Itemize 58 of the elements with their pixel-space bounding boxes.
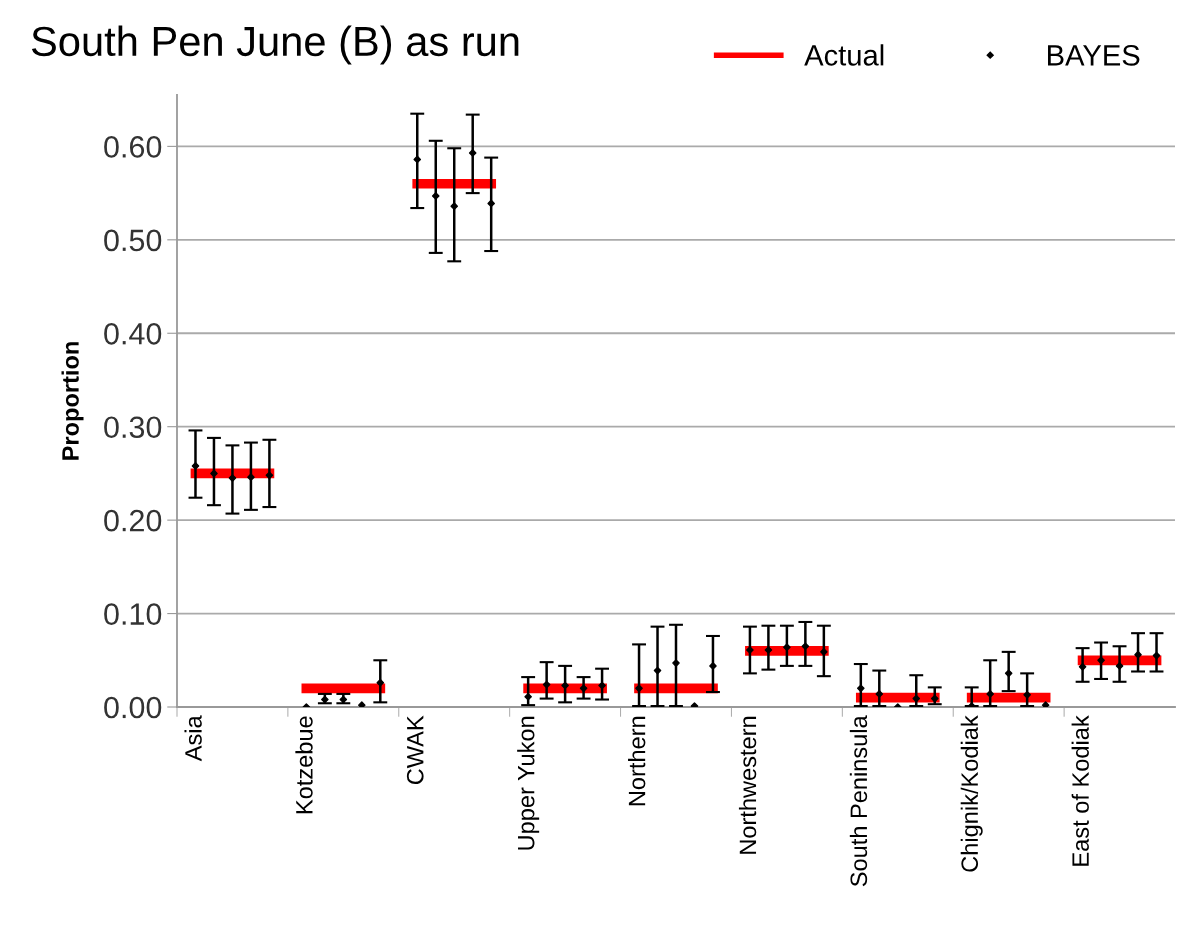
point — [709, 662, 717, 670]
point — [635, 684, 643, 693]
point — [487, 199, 495, 208]
point — [1023, 691, 1031, 699]
point — [1134, 650, 1142, 659]
point — [875, 690, 884, 698]
point — [191, 462, 200, 470]
legend-label: Actual — [804, 44, 884, 66]
x-tick-label: Upper Yukon — [517, 716, 540, 850]
x-tick-label: Chignik/Kodiak — [960, 715, 983, 872]
point — [210, 469, 218, 478]
point — [265, 471, 274, 480]
point — [1115, 662, 1124, 670]
point — [783, 643, 791, 652]
x-tick-label: South Peninsula — [849, 715, 868, 887]
x-tick-label: CWAK — [406, 715, 424, 785]
point — [912, 694, 921, 703]
point — [413, 155, 422, 164]
point — [820, 648, 828, 656]
point — [764, 646, 773, 654]
point — [431, 192, 440, 200]
point — [1152, 651, 1161, 660]
point — [930, 694, 939, 703]
chart-title: South Pen June (B) as run — [31, 25, 519, 65]
point — [1004, 669, 1013, 678]
y-tick-label: 0.20 — [104, 509, 162, 532]
y-tick-label: 0.10 — [104, 603, 162, 625]
x-tick-label: East of Kodiak — [1071, 715, 1089, 866]
y-tick-label: 0.40 — [104, 322, 162, 345]
point — [1078, 663, 1087, 671]
point — [358, 701, 366, 707]
x-tick-label: Northern — [628, 716, 646, 806]
point — [376, 678, 385, 687]
legend-label: BAYES — [1048, 45, 1140, 66]
point — [228, 474, 237, 482]
y-axis-title: Proportion — [61, 342, 84, 460]
x-tick-label: Northwestern — [738, 716, 757, 854]
point — [524, 692, 532, 701]
point — [561, 681, 569, 690]
point — [450, 202, 459, 210]
point — [801, 642, 810, 651]
y-tick-label: 0.60 — [104, 136, 162, 158]
point — [672, 659, 680, 667]
point — [986, 690, 994, 698]
y-tick-label: 0.00 — [104, 696, 162, 719]
point — [468, 149, 477, 157]
point — [247, 473, 255, 481]
point — [857, 684, 865, 693]
point — [579, 684, 588, 693]
y-tick-label: 0.30 — [104, 416, 162, 439]
point — [653, 666, 662, 675]
point — [1097, 656, 1105, 665]
point — [746, 646, 754, 654]
x-tick-label: Asia — [184, 715, 202, 762]
point — [598, 681, 606, 690]
x-tick-label: Kotzebue — [295, 716, 313, 814]
y-tick-label: 0.50 — [104, 229, 162, 252]
point — [542, 680, 551, 689]
